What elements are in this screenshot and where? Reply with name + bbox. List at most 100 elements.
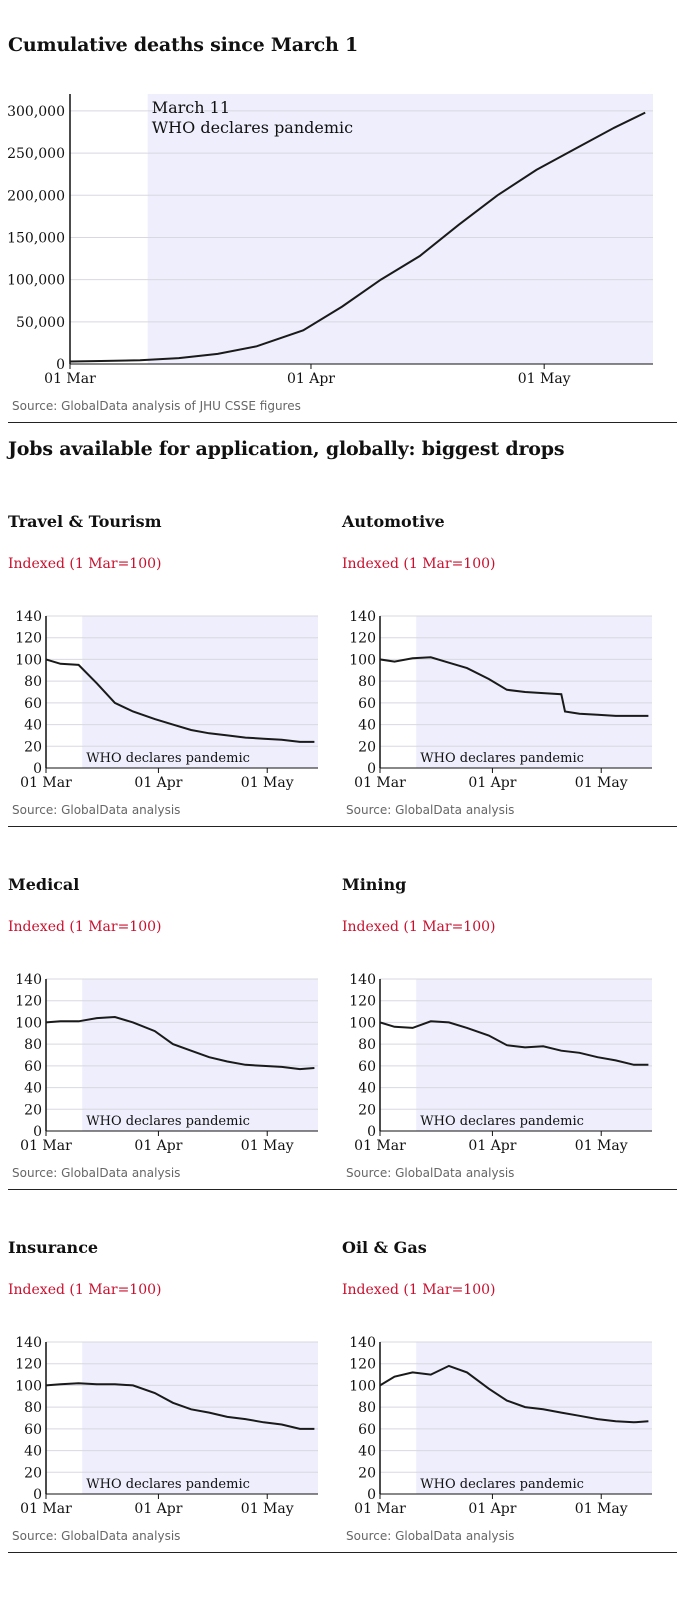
pandemic-shade [416, 1342, 652, 1494]
y-tick-label: 20 [24, 1465, 42, 1481]
y-tick-label: 60 [24, 696, 42, 712]
y-tick-label: 60 [358, 1059, 376, 1075]
x-tick-label: 01 Mar [44, 371, 96, 387]
y-tick-label: 40 [358, 718, 376, 734]
y-tick-label: 100 [349, 1378, 376, 1394]
y-tick-label: 20 [358, 1102, 376, 1118]
chart-title-mining: Mining [342, 875, 407, 894]
annotation-label: WHO declares pandemic [420, 1477, 584, 1492]
chart-title-travel-tourism: Travel & Tourism [8, 512, 162, 531]
chart-title-oil-gas: Oil & Gas [342, 1238, 427, 1257]
chart-source: Source: GlobalData analysis [12, 1166, 181, 1180]
y-tick-label: 60 [358, 1422, 376, 1438]
x-tick-label: 01 Apr [287, 371, 335, 387]
y-tick-label: 80 [24, 674, 42, 690]
annotation-label: WHO declares pandemic [152, 118, 353, 137]
x-tick-label: 01 May [518, 371, 571, 387]
chart-source: Source: GlobalData analysis [346, 803, 515, 817]
annotation-label: WHO declares pandemic [420, 751, 584, 766]
x-tick-label: 01 Mar [20, 1138, 72, 1154]
small-section-title: Jobs available for application, globally… [8, 438, 565, 460]
chart-subtitle: Indexed (1 Mar=100) [8, 556, 162, 572]
y-tick-label: 140 [15, 972, 42, 988]
y-tick-label: 100 [15, 1015, 42, 1031]
y-tick-label: 60 [358, 696, 376, 712]
y-tick-label: 100 [349, 1015, 376, 1031]
y-tick-label: 20 [24, 739, 42, 755]
index-line [45, 658, 315, 743]
y-tick-label: 0 [56, 357, 65, 373]
x-tick-label: 01 Apr [134, 1138, 182, 1154]
index-line [379, 1020, 649, 1066]
annotation-date: March 11 [152, 98, 230, 117]
y-tick-label: 300,000 [7, 104, 65, 120]
y-tick-label: 0 [367, 1487, 376, 1503]
chart-subtitle: Indexed (1 Mar=100) [8, 1282, 162, 1298]
divider [8, 1552, 677, 1553]
chart-source: Source: GlobalData analysis [346, 1166, 515, 1180]
y-tick-label: 100 [15, 652, 42, 668]
chart-subtitle: Indexed (1 Mar=100) [342, 919, 496, 935]
x-tick-label: 01 Apr [134, 775, 182, 791]
chart-travel-tourism: 0 20 40 60 80 100 120 140 01 Mar 01 Apr 01 May WHO … [15, 609, 319, 791]
y-tick-label: 0 [33, 1487, 42, 1503]
y-tick-label: 40 [358, 1444, 376, 1460]
y-tick-label: 0 [33, 761, 42, 777]
chart-title-medical: Medical [8, 875, 80, 894]
x-tick-label: 01 May [575, 1138, 628, 1154]
y-tick-label: 140 [349, 1335, 376, 1351]
main-chart-title: Cumulative deaths since March 1 [8, 34, 359, 56]
y-tick-label: 20 [358, 739, 376, 755]
y-tick-label: 120 [15, 994, 42, 1010]
y-tick-label: 80 [24, 1400, 42, 1416]
annotation-label: WHO declares pandemic [86, 1114, 250, 1129]
y-tick-label: 250,000 [7, 146, 65, 162]
index-line [45, 1382, 315, 1430]
chart-title-automotive: Automotive [342, 512, 445, 531]
y-tick-label: 40 [24, 1444, 42, 1460]
x-tick-label: 01 May [241, 1138, 294, 1154]
cumulative-deaths-chart: 0 50,000 100,000 150,000 200,000 250,000 300,0… [7, 94, 653, 387]
chart-title-insurance: Insurance [8, 1238, 99, 1257]
y-tick-label: 200,000 [7, 188, 65, 204]
y-tick-label: 100,000 [7, 273, 65, 289]
y-tick-label: 40 [24, 718, 42, 734]
pandemic-shade [82, 1342, 319, 1494]
y-tick-label: 120 [15, 1357, 42, 1373]
chart-automotive: 0 20 40 60 80 100 120 140 01 Mar 01 Apr 01 May WHO … [349, 609, 652, 791]
y-tick-label: 120 [349, 994, 376, 1010]
pandemic-shade [147, 94, 653, 364]
annotation-label: WHO declares pandemic [86, 1477, 250, 1492]
y-tick-label: 80 [358, 1037, 376, 1053]
annotation-label: WHO declares pandemic [420, 1114, 584, 1129]
x-tick-label: 01 May [241, 1501, 294, 1517]
y-tick-label: 40 [24, 1081, 42, 1097]
y-tick-label: 0 [33, 1124, 42, 1140]
x-tick-label: 01 May [241, 775, 294, 791]
x-tick-label: 01 Mar [354, 775, 406, 791]
pandemic-shade [416, 979, 652, 1131]
chart-insurance: 0 20 40 60 80 100 120 140 01 Mar 01 Apr 01 May WHO … [15, 1335, 319, 1517]
chart-subtitle: Indexed (1 Mar=100) [8, 919, 162, 935]
y-tick-label: 140 [15, 609, 42, 625]
x-tick-label: 01 Mar [354, 1138, 406, 1154]
y-tick-label: 60 [24, 1422, 42, 1438]
divider [8, 826, 677, 827]
y-tick-label: 140 [349, 972, 376, 988]
y-tick-label: 80 [358, 1400, 376, 1416]
y-tick-label: 100 [349, 652, 376, 668]
y-tick-label: 120 [349, 631, 376, 647]
y-tick-label: 60 [24, 1059, 42, 1075]
y-tick-label: 150,000 [7, 230, 65, 246]
y-tick-label: 80 [24, 1037, 42, 1053]
x-tick-label: 01 May [575, 1501, 628, 1517]
y-tick-label: 50,000 [16, 315, 65, 331]
index-line [379, 656, 649, 717]
y-tick-label: 140 [15, 1335, 42, 1351]
y-tick-label: 0 [367, 1124, 376, 1140]
chart-medical: 0 20 40 60 80 100 120 140 01 Mar 01 Apr 01 May WHO … [15, 972, 319, 1154]
y-tick-label: 80 [358, 674, 376, 690]
y-tick-label: 20 [24, 1102, 42, 1118]
deaths-line [69, 111, 646, 363]
y-tick-label: 100 [15, 1378, 42, 1394]
